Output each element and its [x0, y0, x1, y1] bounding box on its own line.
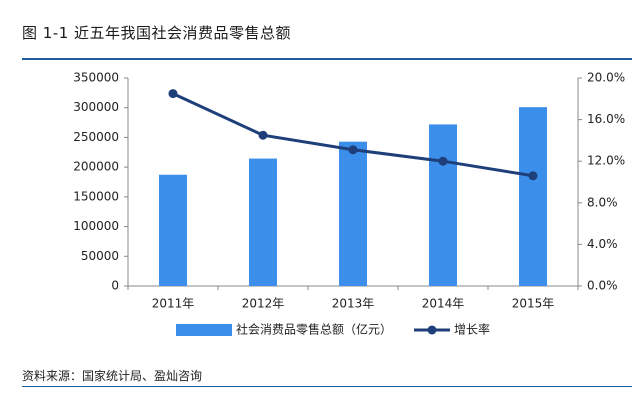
growth-point	[348, 145, 358, 155]
bottom-divider	[22, 386, 632, 387]
x-tick-label: 2013年	[332, 297, 375, 311]
left-tick-label: 50000	[81, 249, 119, 263]
left-tick-label: 350000	[73, 71, 119, 85]
bar	[249, 158, 277, 286]
right-tick-label: 0.0%	[587, 279, 618, 293]
left-tick-label: 200000	[73, 160, 119, 174]
right-tick-label: 8.0%	[587, 195, 618, 209]
bar	[519, 107, 547, 286]
x-tick-label: 2011年	[152, 297, 195, 311]
right-tick-label: 16.0%	[587, 112, 625, 126]
x-tick-label: 2014年	[422, 297, 465, 311]
bar	[429, 124, 457, 286]
left-tick-label: 150000	[73, 189, 119, 203]
left-tick-label: 250000	[73, 130, 119, 144]
x-tick-label: 2015年	[512, 297, 555, 311]
bar	[159, 174, 187, 286]
x-tick-label: 2012年	[242, 297, 285, 311]
legend-bar-swatch	[176, 324, 232, 336]
chart-title: 图 1-1 近五年我国社会消费品零售总额	[22, 24, 292, 42]
source-note: 资料来源：国家统计局、盈灿咨询	[22, 369, 203, 383]
legend-bar-label: 社会消费品零售总额（亿元）	[236, 322, 392, 337]
left-tick-label: 100000	[73, 219, 119, 233]
growth-point	[528, 171, 538, 181]
left-tick-label: 0	[111, 279, 119, 293]
top-divider	[22, 58, 632, 60]
left-tick-label: 300000	[73, 100, 119, 114]
legend-line-label: 增长率	[454, 322, 490, 337]
bar	[339, 141, 367, 286]
right-tick-label: 4.0%	[587, 237, 618, 251]
growth-point	[258, 130, 268, 140]
right-tick-label: 20.0%	[587, 71, 625, 85]
legend-line-marker	[427, 325, 437, 335]
right-tick-label: 12.0%	[587, 154, 625, 168]
growth-point	[438, 156, 448, 166]
growth-point	[168, 89, 178, 99]
combo-chart: 0 50000 100000 150000 200000 250000 300000 3500…	[73, 71, 625, 337]
